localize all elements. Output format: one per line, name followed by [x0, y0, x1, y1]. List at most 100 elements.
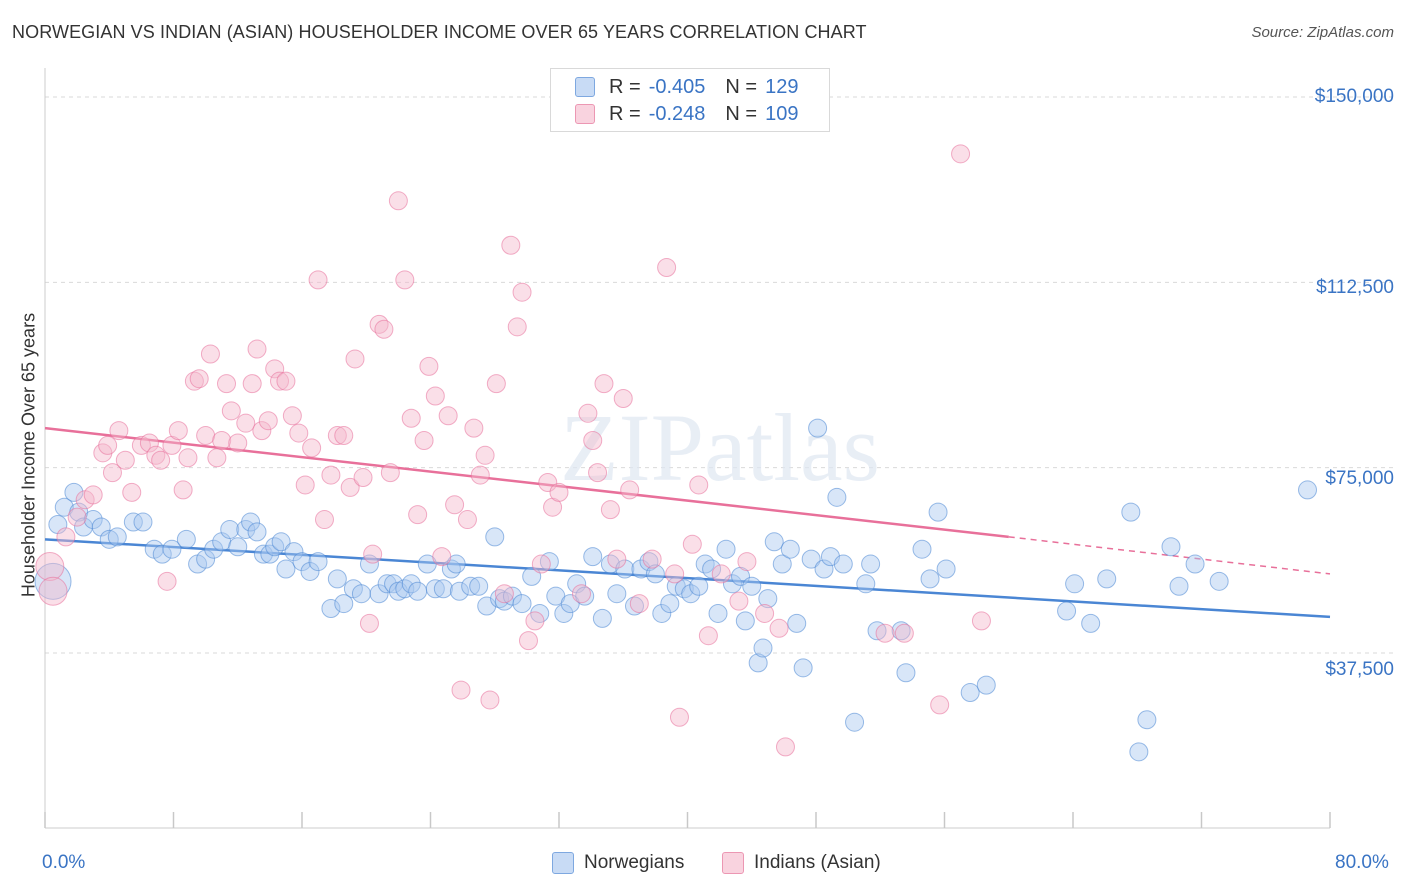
data-point [204, 539, 224, 559]
data-point [698, 626, 718, 646]
data-point [748, 653, 768, 673]
data-point [689, 576, 709, 596]
data-point [247, 339, 267, 359]
data-point [1209, 571, 1229, 591]
legend-label: Norwegians [584, 852, 685, 873]
data-point [689, 475, 709, 495]
data-point [236, 413, 256, 433]
series-legend: Norwegians Indians (Asian) [0, 850, 1406, 880]
data-point [652, 603, 672, 623]
data-point [220, 519, 240, 539]
data-point [525, 611, 545, 631]
legend-swatch-pink [575, 104, 595, 124]
x-tick-label: 80.0% [1335, 852, 1389, 873]
data-point [67, 507, 87, 527]
data-point [501, 235, 521, 255]
data-point [936, 559, 956, 579]
data-point [133, 512, 153, 532]
data-points [34, 144, 1318, 762]
data-point [1129, 742, 1149, 762]
data-point [1169, 576, 1189, 596]
data-point [1298, 480, 1318, 500]
data-point [122, 482, 142, 502]
data-point [793, 658, 813, 678]
data-point [321, 465, 341, 485]
data-point [308, 552, 328, 572]
data-point [539, 552, 559, 572]
data-point [494, 584, 514, 604]
data-point [737, 552, 757, 572]
data-point [196, 549, 216, 569]
data-point [753, 638, 773, 658]
data-point [642, 549, 662, 569]
data-point [613, 388, 633, 408]
data-point [657, 258, 677, 278]
data-point [189, 369, 209, 389]
data-point [867, 621, 887, 641]
data-point [971, 611, 991, 631]
data-point [928, 502, 948, 522]
data-point [583, 430, 603, 450]
data-point [363, 544, 383, 564]
n-label: N = [725, 102, 758, 125]
data-point [408, 505, 428, 525]
data-point [457, 510, 477, 530]
r-value: -0.248 [648, 102, 706, 125]
trend-line [44, 426, 1009, 539]
data-point [374, 319, 394, 339]
data-point [83, 485, 103, 505]
data-point [228, 433, 248, 453]
data-point [157, 571, 177, 591]
data-point [461, 576, 481, 596]
legend-row-indians: R = -0.248 N = 109 [575, 101, 798, 127]
data-point [665, 564, 685, 584]
data-point [98, 435, 118, 455]
data-point [408, 581, 428, 601]
data-point [178, 448, 198, 468]
data-point [56, 527, 76, 547]
data-point [327, 569, 347, 589]
data-point [265, 537, 285, 557]
data-point [308, 270, 328, 290]
data-point [639, 552, 659, 572]
data-point [592, 608, 612, 628]
data-point [425, 579, 445, 599]
data-point [769, 618, 789, 638]
data-point [775, 737, 795, 757]
data-point [292, 552, 312, 572]
legend-item-indians[interactable]: Indians (Asian) [722, 852, 881, 874]
data-point [578, 403, 598, 423]
data-point [607, 549, 627, 569]
legend-item-norwegians[interactable]: Norwegians [552, 852, 684, 874]
source-label: Source: ZipAtlas.com [1251, 24, 1394, 41]
data-point [607, 584, 627, 604]
data-point [891, 621, 911, 641]
trend-lines [44, 426, 1331, 619]
data-point [930, 695, 950, 715]
data-point [314, 510, 334, 530]
data-point [861, 554, 881, 574]
data-point [221, 401, 241, 421]
data-point [845, 712, 865, 732]
data-point [742, 576, 762, 596]
data-point [369, 584, 389, 604]
data-point [340, 477, 360, 497]
data-point [253, 544, 273, 564]
data-point [875, 623, 895, 643]
data-point [1185, 554, 1205, 574]
data-point [554, 603, 574, 623]
legend-row-norwegians: R = -0.405 N = 129 [575, 74, 798, 100]
axes [44, 68, 1331, 829]
data-point [54, 497, 74, 517]
chart-title: NORWEGIAN VS INDIAN (ASIAN) HOUSEHOLDER … [12, 22, 867, 42]
data-point [1081, 613, 1101, 633]
data-point [433, 579, 453, 599]
data-point [64, 482, 84, 502]
data-point [445, 495, 465, 515]
n-label: N = [725, 75, 758, 98]
data-point [302, 438, 322, 458]
data-point [38, 576, 68, 606]
data-point [258, 411, 278, 431]
data-point [83, 510, 103, 530]
data-point [401, 408, 421, 428]
